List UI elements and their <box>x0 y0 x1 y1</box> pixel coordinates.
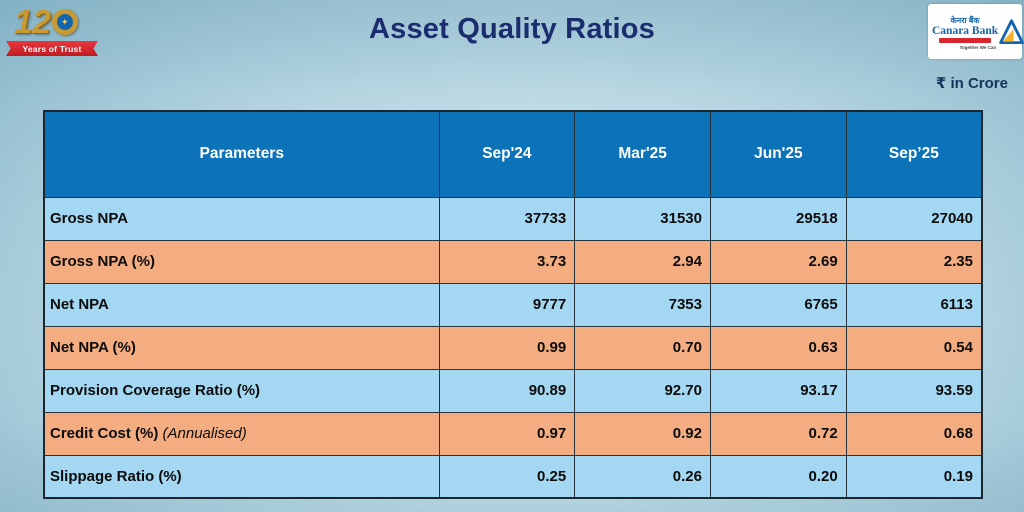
table-row: Net NPA (%) 0.99 0.70 0.63 0.54 <box>43 325 983 370</box>
parameter-label: Net NPA <box>50 296 109 313</box>
parameter-cell: Provision Coverage Ratio (%) <box>43 368 440 413</box>
table-row: Slippage Ratio (%) 0.25 0.26 0.20 0.19 <box>43 454 983 499</box>
value-cell: 0.25 <box>438 454 576 499</box>
table-row: Gross NPA 37733 31530 29518 27040 <box>43 196 983 241</box>
parameter-note: (Annualised) <box>158 425 247 442</box>
value-cell: 0.26 <box>574 454 711 499</box>
column-header-period: Sep’25 <box>845 110 983 198</box>
value-cell: 6765 <box>710 282 847 327</box>
page-title: Asset Quality Ratios <box>368 13 656 45</box>
value-cell: 37733 <box>438 196 576 241</box>
value-cell: 29518 <box>710 196 847 241</box>
value-cell: 2.94 <box>574 239 711 284</box>
value-cell: 0.92 <box>574 411 711 456</box>
parameter-label: Slippage Ratio (%) <box>50 467 182 485</box>
parameter-cell: Credit Cost (%) (Annualised) <box>43 411 440 456</box>
parameter-cell: Net NPA <box>43 282 440 327</box>
parameter-cell: Slippage Ratio (%) <box>43 454 440 499</box>
column-header-parameters: Parameters <box>43 110 440 198</box>
value-cell: 93.17 <box>710 368 847 413</box>
column-header-period: Mar'25 <box>574 110 711 198</box>
bank-red-tagline-bar <box>939 37 992 43</box>
value-cell: 0.68 <box>845 411 983 456</box>
value-cell: 7353 <box>574 282 711 327</box>
value-cell: 3.73 <box>438 239 576 284</box>
parameter-cell: Gross NPA <box>43 196 440 241</box>
value-cell: 6113 <box>845 282 983 327</box>
value-cell: 0.99 <box>438 325 576 370</box>
canara-bank-triangle-icon <box>998 8 1024 57</box>
parameter-label: Provision Coverage Ratio (%) <box>50 382 261 399</box>
currency-unit-label: ₹ in Crore <box>935 75 1008 92</box>
value-cell: 2.35 <box>845 239 983 284</box>
column-header-period: Jun'25 <box>710 110 847 198</box>
parameter-label: Gross NPA <box>50 210 129 227</box>
table-row: Provision Coverage Ratio (%) 90.89 92.70 93… <box>43 368 983 413</box>
parameter-label: Credit Cost (%) <box>50 425 159 442</box>
value-cell: 90.89 <box>438 368 576 413</box>
value-cell: 9777 <box>438 282 576 327</box>
logo-120-number: 12 ✦ <box>6 5 98 39</box>
value-cell: 93.59 <box>845 368 983 413</box>
value-cell: 0.72 <box>710 411 847 456</box>
table-row: Gross NPA (%) 3.73 2.94 2.69 2.35 <box>43 239 983 284</box>
parameter-label: Net NPA (%) <box>50 339 136 356</box>
bank-name: Canara Bank <box>932 24 999 37</box>
table-header-row: Parameters Sep'24 Mar'25 Jun'25 Sep’25 <box>43 110 983 198</box>
parameter-label: Gross NPA (%) <box>50 253 156 270</box>
value-cell: 2.69 <box>710 239 847 284</box>
parameter-cell: Net NPA (%) <box>43 325 440 370</box>
parameter-cell: Gross NPA (%) <box>43 239 440 284</box>
value-cell: 0.97 <box>438 411 576 456</box>
value-cell: 0.63 <box>710 325 847 370</box>
table-row: Net NPA 9777 7353 6765 6113 <box>43 282 983 327</box>
canara-bank-logo-text: केनरा बैंक Canara Bank Together We Can <box>932 8 998 57</box>
value-cell: 27040 <box>845 196 983 241</box>
years-of-trust-ribbon: Years of Trust <box>6 41 98 56</box>
value-cell: 0.54 <box>845 325 983 370</box>
column-header-period: Sep'24 <box>438 110 576 198</box>
bank-hindi-name: केनरा बैंक <box>950 15 980 25</box>
value-cell: 0.19 <box>845 454 983 499</box>
logo-120-years: 12 ✦ Years of Trust <box>6 5 98 56</box>
asset-quality-table: Parameters Sep'24 Mar'25 Jun'25 Sep’25 Gross… <box>43 110 983 499</box>
value-cell: 31530 <box>574 196 711 241</box>
value-cell: 0.70 <box>574 325 711 370</box>
value-cell: 92.70 <box>574 368 711 413</box>
table-row: Credit Cost (%) (Annualised) 0.97 0.92 0.72… <box>43 411 983 456</box>
canara-bank-logo: केनरा बैंक Canara Bank Together We Can <box>928 4 1024 59</box>
value-cell: 0.20 <box>710 454 847 499</box>
bank-tagline: Together We Can <box>959 44 997 50</box>
logo-120-zero-emblem: ✦ <box>51 9 78 35</box>
table-body: Gross NPA 37733 31530 29518 27040 Gross NPA (… <box>43 196 983 499</box>
